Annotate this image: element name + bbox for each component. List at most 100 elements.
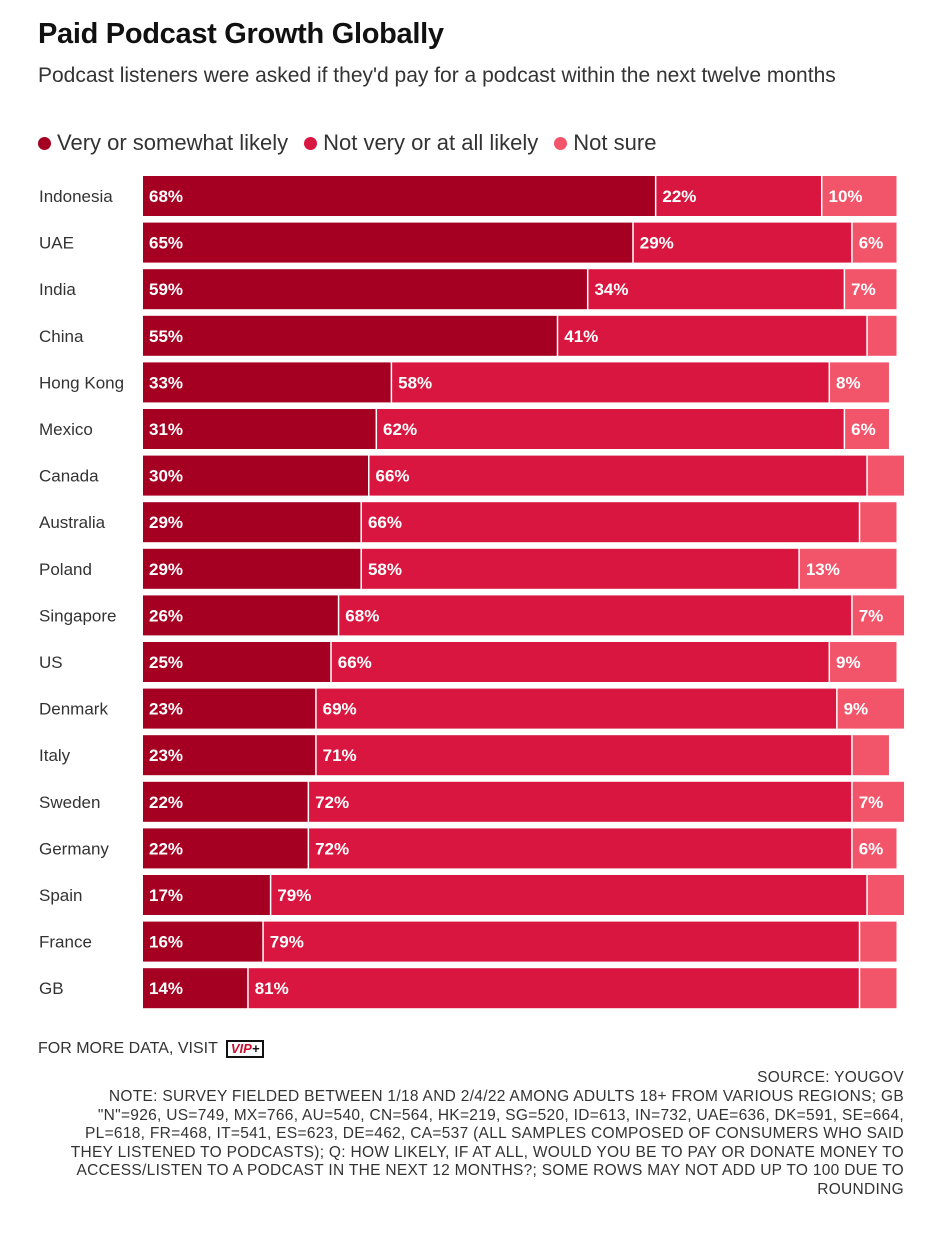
bar-us-series-3: [830, 642, 897, 682]
bar-sweden-series-1: [143, 781, 308, 822]
bar-gb-series-3: [860, 968, 897, 1009]
bar-gb-series-1: [143, 968, 248, 1009]
bar-indonesia-series-2: [656, 176, 821, 216]
bar-hong-kong-series-3: [830, 362, 889, 403]
bar-hong-kong-series-1: [143, 362, 391, 403]
category-label-poland: Poland: [39, 560, 92, 579]
data-label-poland-series-3: 13%: [806, 560, 840, 579]
bar-france-series-3: [860, 921, 897, 962]
bar-denmark-series-1: [143, 688, 316, 729]
bar-italy-series-2: [316, 735, 852, 776]
data-label-france-series-2: 79%: [270, 933, 304, 952]
bar-hong-kong-series-2: [392, 362, 829, 403]
bar-gb-series-2: [248, 968, 859, 1009]
vip-plus-link[interactable]: VIP+: [225, 1040, 265, 1058]
data-label-gb-series-1: 14%: [149, 979, 183, 998]
bar-australia-series-2: [361, 502, 859, 543]
bar-france-series-1: [143, 921, 263, 962]
data-label-indonesia-series-2: 22%: [662, 187, 696, 206]
data-label-sweden-series-2: 72%: [315, 793, 349, 812]
data-label-mexico-series-1: 31%: [149, 420, 183, 439]
bar-us-series-2: [331, 642, 829, 682]
bar-denmark-series-2: [316, 688, 837, 729]
legend-label-not-sure: Not sure: [573, 130, 657, 155]
vip-text: VIP: [230, 1041, 252, 1056]
data-label-sweden-series-3: 7%: [859, 793, 884, 812]
data-label-us-series-3: 9%: [836, 653, 861, 672]
bar-germany-series-1: [143, 828, 308, 869]
legend-label-not-likely: Not very or at all likely: [323, 130, 539, 155]
category-label-mexico: Mexico: [39, 420, 93, 439]
data-label-canada-series-2: 66%: [376, 467, 410, 486]
bar-indonesia-series-1: [143, 176, 655, 216]
bar-uae-series-1: [143, 222, 633, 263]
data-label-germany-series-1: 22%: [149, 839, 183, 858]
data-label-denmark-series-3: 9%: [844, 700, 869, 719]
bar-us-series-1: [143, 642, 331, 682]
data-label-singapore-series-3: 7%: [859, 606, 884, 625]
bar-india-series-1: [143, 269, 587, 310]
data-label-india-series-1: 59%: [149, 280, 183, 299]
chart-subtitle: Podcast listeners were asked if they'd p…: [38, 64, 836, 87]
bar-australia-series-3: [860, 502, 897, 543]
legend-item-not-likely: Not very or at all likely: [304, 130, 538, 156]
data-label-mexico-series-3: 6%: [851, 420, 876, 439]
category-label-india: India: [39, 280, 76, 299]
data-label-us-series-2: 66%: [338, 653, 372, 672]
bar-india-series-3: [845, 269, 897, 310]
data-label-china-series-2: 41%: [564, 327, 598, 346]
category-label-uae: UAE: [39, 234, 74, 253]
data-label-uae-series-3: 6%: [859, 234, 884, 253]
bar-singapore-series-2: [339, 595, 852, 636]
bar-sweden-series-2: [309, 781, 852, 822]
category-label-indonesia: Indonesia: [39, 187, 113, 206]
data-label-indonesia-series-3: 10%: [829, 187, 863, 206]
data-label-singapore-series-1: 26%: [149, 606, 183, 625]
data-label-denmark-series-1: 23%: [149, 700, 183, 719]
data-label-uae-series-1: 65%: [149, 234, 183, 253]
category-label-china: China: [39, 327, 84, 346]
data-label-indonesia-series-1: 68%: [149, 187, 183, 206]
data-label-india-series-3: 7%: [851, 280, 876, 299]
data-label-poland-series-1: 29%: [149, 560, 183, 579]
category-label-singapore: Singapore: [39, 606, 117, 625]
bar-indonesia-series-3: [822, 176, 897, 216]
category-label-gb: GB: [39, 979, 64, 998]
bar-uae-series-2: [633, 222, 852, 263]
data-label-gb-series-2: 81%: [255, 979, 289, 998]
bar-italy-series-1: [143, 735, 316, 776]
bar-spain-series-1: [143, 875, 270, 915]
data-label-denmark-series-2: 69%: [323, 700, 357, 719]
bar-china-series-1: [143, 315, 557, 356]
data-label-canada-series-1: 30%: [149, 467, 183, 486]
bar-france-series-2: [263, 921, 859, 962]
bar-china-series-2: [558, 315, 867, 356]
category-label-australia: Australia: [39, 513, 106, 532]
bar-singapore-series-3: [852, 595, 905, 636]
bar-germany-series-2: [309, 828, 852, 869]
data-label-germany-series-2: 72%: [315, 839, 349, 858]
bar-poland-series-2: [361, 548, 799, 589]
category-label-germany: Germany: [39, 839, 109, 858]
bar-india-series-2: [588, 269, 844, 310]
data-label-us-series-1: 25%: [149, 653, 183, 672]
category-label-france: France: [39, 933, 92, 952]
legend-item-not-sure: Not sure: [554, 130, 656, 156]
bar-mexico-series-1: [143, 409, 376, 449]
bar-singapore-series-1: [143, 595, 338, 636]
category-label-us: US: [39, 653, 63, 672]
data-label-germany-series-3: 6%: [859, 839, 884, 858]
category-label-sweden: Sweden: [39, 793, 100, 812]
chart-title: Paid Podcast Growth Globally: [38, 18, 444, 50]
data-label-australia-series-1: 29%: [149, 513, 183, 532]
data-label-italy-series-1: 23%: [149, 746, 183, 765]
bar-italy-series-3: [852, 735, 889, 776]
category-label-hong-kong: Hong Kong: [39, 373, 124, 392]
legend-swatch-likely: [38, 136, 51, 150]
data-label-france-series-1: 16%: [149, 933, 183, 952]
bar-australia-series-1: [143, 502, 361, 543]
data-label-poland-series-2: 58%: [368, 560, 402, 579]
bar-canada-series-2: [369, 455, 867, 496]
stacked-bar-chart: Indonesia 68% 22% 10% UAE 65% 29% 6% India 59% 34%…: [39, 176, 905, 1009]
data-label-spain-series-2: 79%: [277, 886, 311, 905]
